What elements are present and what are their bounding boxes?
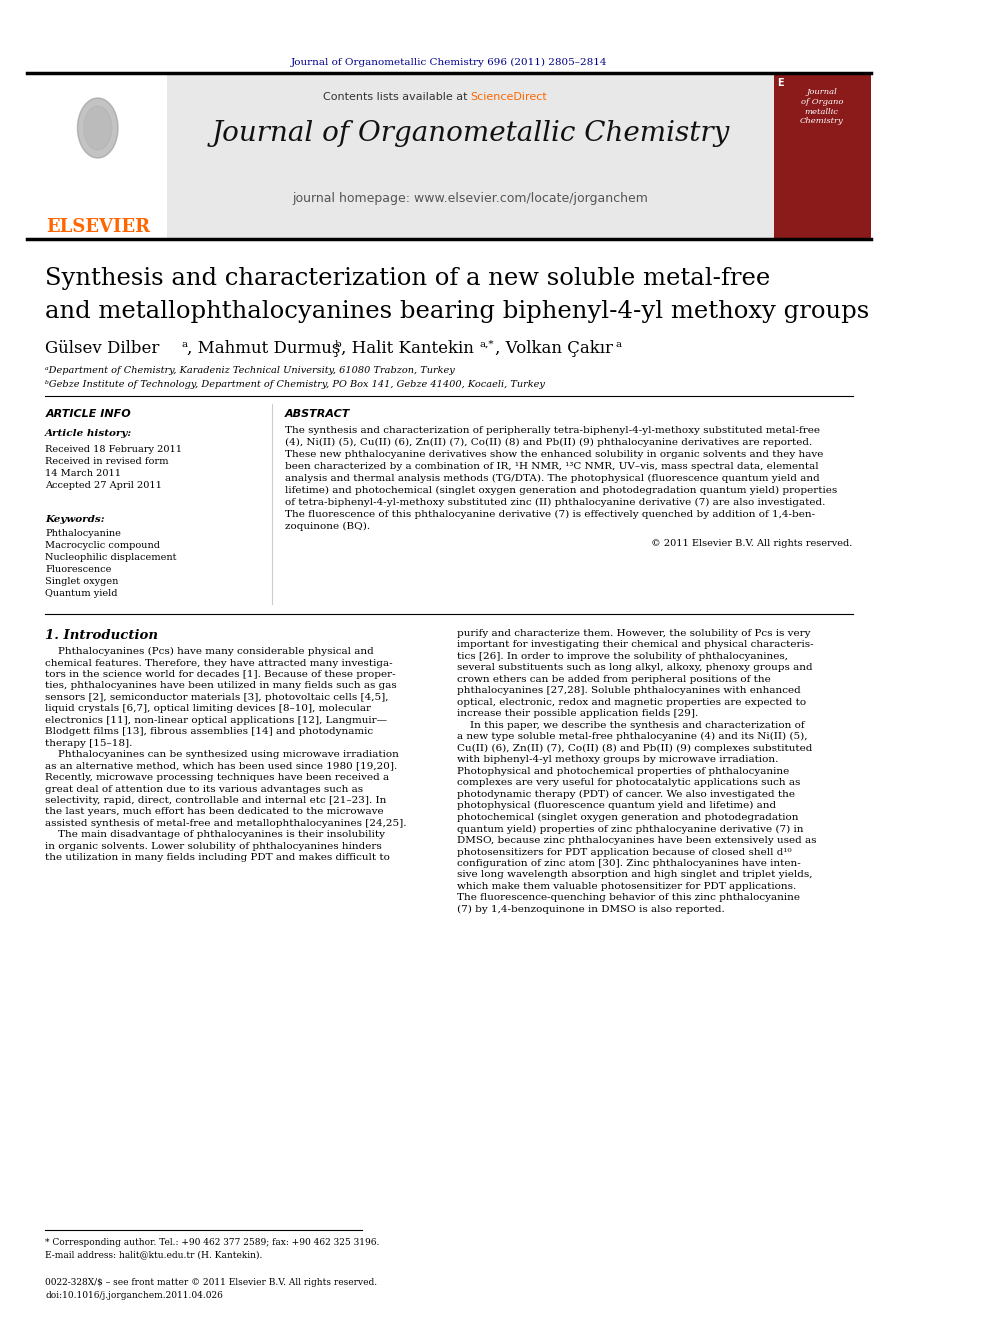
Text: These new phthalocyanine derivatives show the enhanced solubility in organic sol: These new phthalocyanine derivatives sho… xyxy=(285,450,823,459)
Text: , Halit Kantekin: , Halit Kantekin xyxy=(341,340,474,357)
Text: Journal of Organometallic Chemistry 696 (2011) 2805–2814: Journal of Organometallic Chemistry 696 … xyxy=(291,58,607,67)
Text: © 2011 Elsevier B.V. All rights reserved.: © 2011 Elsevier B.V. All rights reserved… xyxy=(651,538,852,548)
Text: (4), Ni(II) (5), Cu(II) (6), Zn(II) (7), Co(II) (8) and Pb(II) (9) phthalocyanin: (4), Ni(II) (5), Cu(II) (6), Zn(II) (7),… xyxy=(285,438,812,447)
Text: E-mail address: halit@ktu.edu.tr (H. Kantekin).: E-mail address: halit@ktu.edu.tr (H. Kan… xyxy=(46,1250,263,1259)
Text: lifetime) and photochemical (singlet oxygen generation and photodegradation quan: lifetime) and photochemical (singlet oxy… xyxy=(285,486,837,495)
Text: Received 18 February 2011: Received 18 February 2011 xyxy=(46,445,183,454)
Text: Article history:: Article history: xyxy=(46,429,133,438)
Text: ᵇGebze Institute of Technology, Department of Chemistry, PO Box 141, Gebze 41400: ᵇGebze Institute of Technology, Departme… xyxy=(46,380,546,389)
Text: Quantum yield: Quantum yield xyxy=(46,589,118,598)
Text: Nucleophilic displacement: Nucleophilic displacement xyxy=(46,553,177,562)
Text: 14 March 2011: 14 March 2011 xyxy=(46,468,121,478)
Text: E: E xyxy=(777,78,784,89)
Text: journal homepage: www.elsevier.com/locate/jorganchem: journal homepage: www.elsevier.com/locat… xyxy=(293,192,649,205)
Text: ᵃDepartment of Chemistry, Karadeniz Technical University, 61080 Trabzon, Turkey: ᵃDepartment of Chemistry, Karadeniz Tech… xyxy=(46,366,455,374)
Text: b: b xyxy=(335,340,341,349)
Text: doi:10.1016/j.jorganchem.2011.04.026: doi:10.1016/j.jorganchem.2011.04.026 xyxy=(46,1291,223,1301)
Text: Contents lists available at: Contents lists available at xyxy=(322,93,470,102)
Text: a,*: a,* xyxy=(480,340,494,349)
Text: , Volkan Çakır: , Volkan Çakır xyxy=(495,340,613,357)
Text: and metallophthalocyanines bearing biphenyl-4-yl methoxy groups: and metallophthalocyanines bearing biphe… xyxy=(46,300,870,323)
Text: ABSTRACT: ABSTRACT xyxy=(285,409,350,419)
Text: a: a xyxy=(615,340,622,349)
FancyBboxPatch shape xyxy=(27,73,168,239)
Text: ARTICLE INFO: ARTICLE INFO xyxy=(46,409,131,419)
Text: Macrocyclic compound: Macrocyclic compound xyxy=(46,541,161,550)
Text: Journal
of Organo
metallic
Chemistry: Journal of Organo metallic Chemistry xyxy=(800,89,843,126)
Text: purify and characterize them. However, the solubility of Pcs is very
important f: purify and characterize them. However, t… xyxy=(457,628,816,914)
Text: Fluorescence: Fluorescence xyxy=(46,565,112,574)
FancyBboxPatch shape xyxy=(774,73,871,239)
Polygon shape xyxy=(77,98,118,157)
Text: Received in revised form: Received in revised form xyxy=(46,456,169,466)
Polygon shape xyxy=(83,106,112,149)
Text: * Corresponding author. Tel.: +90 462 377 2589; fax: +90 462 325 3196.: * Corresponding author. Tel.: +90 462 37… xyxy=(46,1238,380,1248)
Text: been characterized by a combination of IR, ¹H NMR, ¹³C NMR, UV–vis, mass spectra: been characterized by a combination of I… xyxy=(285,462,818,471)
Text: analysis and thermal analysis methods (TG/DTA). The photophysical (fluorescence : analysis and thermal analysis methods (T… xyxy=(285,474,819,483)
Text: ELSEVIER: ELSEVIER xyxy=(46,218,150,235)
Text: a: a xyxy=(181,340,187,349)
Text: Journal of Organometallic Chemistry: Journal of Organometallic Chemistry xyxy=(211,120,730,147)
Text: Phthalocyanine: Phthalocyanine xyxy=(46,529,121,538)
Text: 0022-328X/$ – see front matter © 2011 Elsevier B.V. All rights reserved.: 0022-328X/$ – see front matter © 2011 El… xyxy=(46,1278,377,1287)
Text: zoquinone (BQ).: zoquinone (BQ). xyxy=(285,523,370,531)
FancyBboxPatch shape xyxy=(168,73,774,239)
Text: Gülsev Dilber: Gülsev Dilber xyxy=(46,340,160,357)
Text: , Mahmut Durmuş: , Mahmut Durmuş xyxy=(187,340,340,357)
Text: Synthesis and characterization of a new soluble metal-free: Synthesis and characterization of a new … xyxy=(46,267,771,290)
Text: Phthalocyanines (Pcs) have many considerable physical and
chemical features. The: Phthalocyanines (Pcs) have many consider… xyxy=(46,647,407,863)
Text: ScienceDirect: ScienceDirect xyxy=(470,93,548,102)
Text: The synthesis and characterization of peripherally tetra-biphenyl-4-yl-methoxy s: The synthesis and characterization of pe… xyxy=(285,426,820,435)
Text: Accepted 27 April 2011: Accepted 27 April 2011 xyxy=(46,482,162,490)
Text: 1. Introduction: 1. Introduction xyxy=(46,628,159,642)
Text: Keywords:: Keywords: xyxy=(46,515,105,524)
Text: of tetra-biphenyl-4-yl-methoxy substituted zinc (II) phthalocyanine derivative (: of tetra-biphenyl-4-yl-methoxy substitut… xyxy=(285,497,825,507)
Text: Singlet oxygen: Singlet oxygen xyxy=(46,577,119,586)
Text: The fluorescence of this phthalocyanine derivative (7) is effectively quenched b: The fluorescence of this phthalocyanine … xyxy=(285,509,815,519)
